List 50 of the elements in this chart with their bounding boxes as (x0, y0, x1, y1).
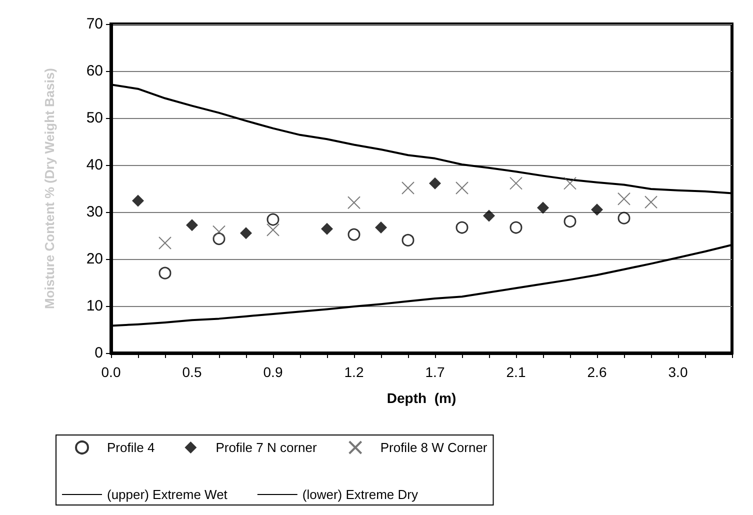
x-tick-label: 2.6 (587, 364, 607, 380)
point (348, 228, 360, 241)
y-tick-label: 0 (94, 344, 103, 362)
x-tick-label: 2.1 (506, 364, 526, 380)
y-tick-label: 20 (86, 250, 103, 268)
x-tick-label: 0.5 (182, 364, 202, 380)
point (375, 222, 387, 234)
point (266, 223, 280, 236)
x-tick-label: 3.0 (668, 364, 688, 380)
point (456, 182, 468, 195)
legend-label: Profile 7 N corner (216, 440, 318, 455)
legend-label: (upper) Extreme Wet (107, 487, 228, 502)
point (456, 221, 468, 234)
point (266, 213, 280, 226)
point (429, 177, 441, 190)
point (644, 196, 658, 209)
y-tick-label: 70 (86, 16, 103, 32)
y-tick-label: 30 (86, 204, 103, 220)
point (158, 266, 172, 280)
legend-label: Profile 4 (107, 440, 155, 455)
point (132, 194, 144, 207)
point (564, 176, 576, 190)
point (240, 227, 252, 240)
point (186, 219, 198, 232)
y-tick-label: 10 (86, 298, 103, 314)
point (564, 215, 576, 228)
x-axis-title: Depth (m) (386, 390, 456, 406)
legend-label: Profile 8 W Corner (380, 440, 488, 455)
point (402, 234, 414, 246)
point (618, 212, 630, 224)
point (212, 225, 226, 238)
point (158, 236, 172, 250)
legend-label: (lower) Extreme Dry (302, 487, 418, 502)
x-tick-label: 1.7 (425, 364, 445, 380)
point (510, 221, 522, 234)
y-tick-label: 60 (86, 62, 103, 80)
point (212, 232, 226, 246)
point (348, 196, 360, 210)
point (510, 176, 522, 190)
x-tick-label: 1.2 (344, 364, 364, 380)
x-tick-label: 0.9 (263, 364, 283, 380)
point (537, 202, 549, 214)
y-tick-label: 50 (86, 110, 103, 126)
point (402, 182, 414, 195)
point (321, 222, 333, 235)
point (591, 204, 603, 216)
x-tick-label: 0.0 (101, 364, 121, 380)
point (618, 192, 630, 206)
y-tick-label: 40 (86, 156, 103, 174)
point (483, 210, 495, 222)
